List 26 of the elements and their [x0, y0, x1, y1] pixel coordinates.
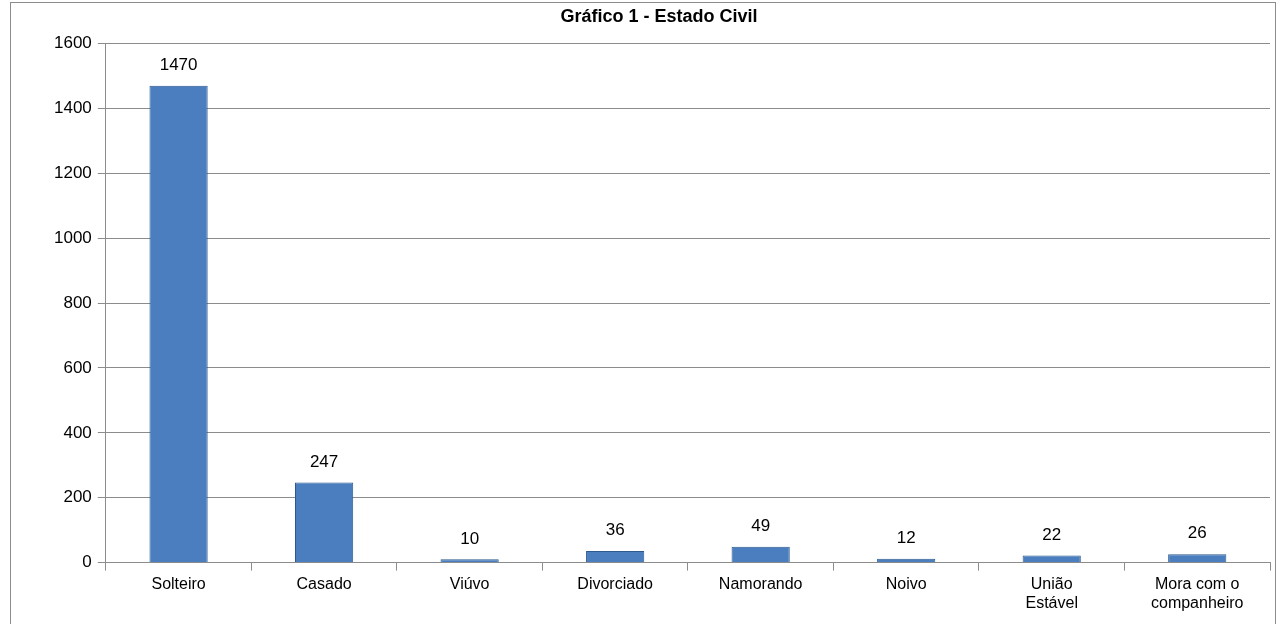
data-label: 247 [309, 451, 339, 471]
data-label: 26 [1187, 523, 1207, 543]
y-tick-label: 600 [63, 357, 92, 377]
y-tick-label: 0 [82, 552, 92, 572]
data-label: 10 [460, 528, 480, 548]
data-label: 36 [605, 520, 625, 540]
y-tick-label: 1000 [53, 227, 92, 247]
data-label: 49 [751, 515, 771, 535]
data-label: 12 [896, 527, 916, 547]
data-label: 22 [1042, 524, 1062, 544]
x-tick-label: Divorciado [577, 574, 654, 592]
chart-title: Gráfico 1 - Estado Civil [560, 5, 758, 26]
x-tick-label: Viúvo [449, 574, 490, 592]
x-tick-label: União Estável [1025, 574, 1078, 611]
x-tick-label: Casado [296, 574, 352, 592]
x-tick-label: Noivo [885, 574, 927, 592]
y-tick-label: 400 [63, 422, 92, 442]
y-tick-label: 1200 [53, 163, 92, 183]
y-tick-label: 200 [63, 487, 92, 507]
x-tick-label: Solteiro [151, 574, 206, 592]
x-tick-label: Mora com o companheiro [1150, 574, 1244, 611]
x-tick-label: Namorando [718, 574, 803, 592]
y-tick-label: 1600 [53, 33, 92, 53]
y-tick-label: 800 [63, 292, 92, 312]
data-label: 1470 [159, 54, 198, 74]
y-tick-label: 1400 [53, 98, 92, 118]
